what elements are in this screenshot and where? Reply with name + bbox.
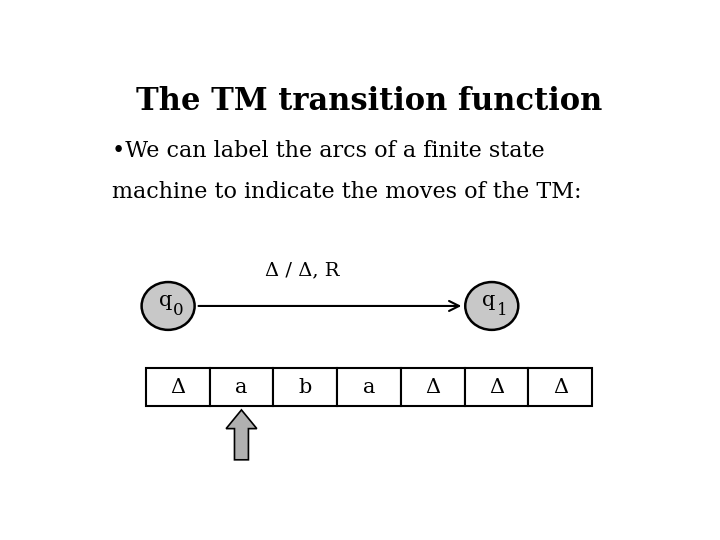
Text: a: a [363,377,375,396]
Text: Δ: Δ [553,377,568,396]
Bar [145,368,210,406]
Text: Δ / Δ, R: Δ / Δ, R [265,261,339,279]
Text: 0: 0 [173,302,184,320]
Text: The TM transition function: The TM transition function [136,85,602,117]
FancyArrow shape [226,410,257,460]
Bar [401,368,464,406]
Ellipse shape [465,282,518,330]
Text: b: b [299,377,312,396]
Bar [274,368,337,406]
Text: 1: 1 [497,302,507,320]
Ellipse shape [142,282,194,330]
Text: •We can label the arcs of a finite state: •We can label the arcs of a finite state [112,140,545,161]
Text: Δ: Δ [170,377,185,396]
Text: q: q [158,292,172,310]
Text: q: q [482,292,495,310]
Text: machine to indicate the moves of the TM:: machine to indicate the moves of the TM: [112,181,582,203]
Bar [464,368,528,406]
Text: Δ: Δ [426,377,441,396]
Text: Δ: Δ [489,377,504,396]
Text: a: a [235,377,248,396]
Bar [528,368,593,406]
Bar [337,368,401,406]
Bar [210,368,274,406]
